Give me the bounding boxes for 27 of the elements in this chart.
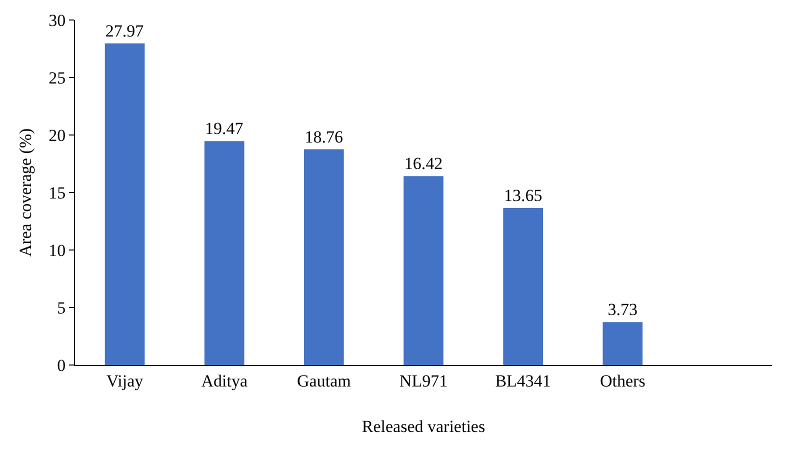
- x-tick-label: BL4341: [495, 371, 551, 390]
- y-tick-label: 30: [48, 10, 66, 30]
- bar: [104, 43, 145, 365]
- bar: [304, 149, 344, 365]
- data-label: 19.47: [204, 119, 244, 138]
- x-tick-label: NL971: [399, 371, 448, 390]
- bar: [404, 176, 444, 365]
- data-label: 18.76: [304, 127, 344, 146]
- y-tick-label: 15: [48, 183, 66, 202]
- bar: [503, 208, 543, 365]
- data-label: 13.65: [504, 186, 542, 206]
- bar: [602, 322, 643, 365]
- y-tick-label: 25: [48, 68, 66, 88]
- y-tick-label: 5: [57, 298, 66, 318]
- data-label: 27.97: [105, 21, 144, 40]
- x-tick-label: Aditya: [201, 371, 248, 390]
- y-tick-label: 10: [48, 240, 66, 260]
- x-tick-label: Gautam: [297, 371, 351, 390]
- bar: [204, 141, 244, 365]
- y-tick-label: 0: [57, 356, 66, 375]
- x-tick-label: Vijay: [106, 371, 144, 390]
- x-tick-label: Others: [600, 371, 646, 390]
- data-label: 16.42: [404, 154, 443, 174]
- y-tick-label: 20: [48, 126, 66, 145]
- x-axis-title: Released varieties: [362, 416, 486, 436]
- y-axis-title: Area coverage (%): [16, 128, 35, 257]
- data-label: 3.73: [608, 300, 638, 320]
